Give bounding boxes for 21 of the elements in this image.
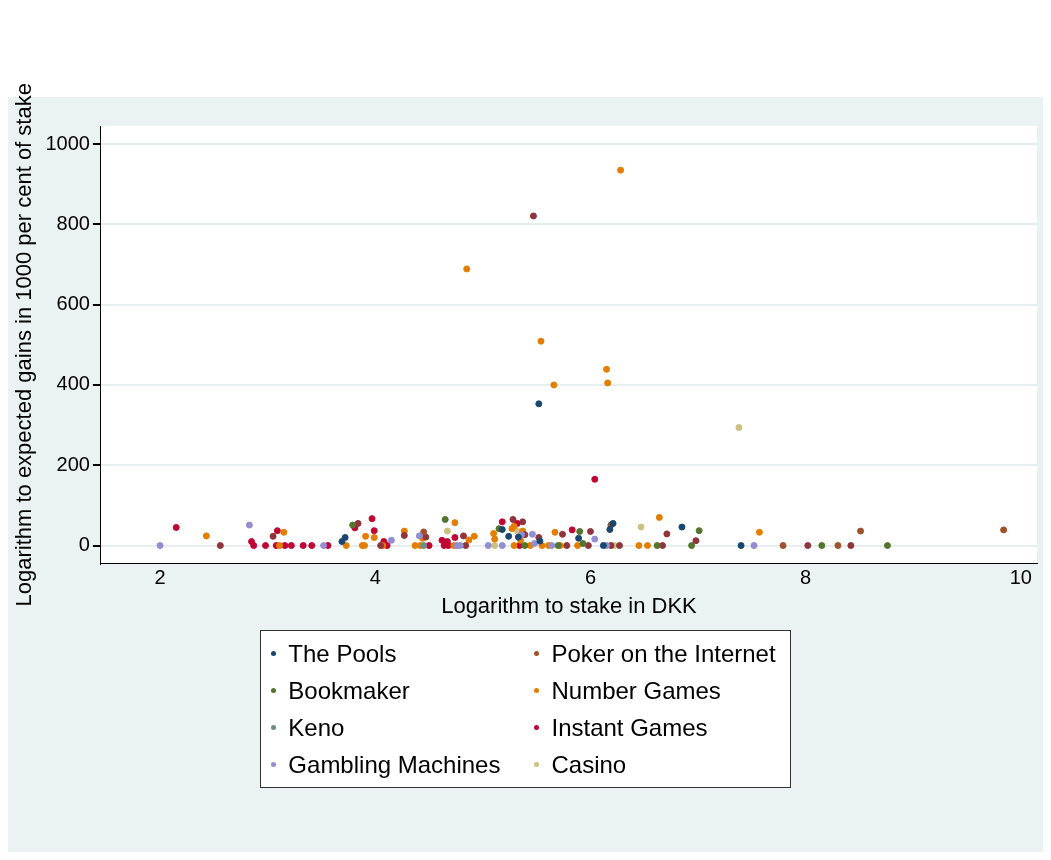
legend-label: Number Games: [551, 676, 721, 705]
x-axis-title: Logarithm to stake in DKK: [441, 592, 698, 618]
y-tick-label: 400: [56, 372, 90, 395]
x-tick-label: 10: [1009, 566, 1032, 589]
y-tick-label: 1000: [45, 131, 90, 154]
legend-label: Keno: [288, 713, 345, 742]
legend-label: The Pools: [288, 639, 397, 668]
legend-label: Instant Games: [551, 713, 708, 742]
x-tick-label: 4: [369, 566, 381, 589]
x-tick-label: 6: [584, 566, 597, 589]
legend-label: Casino: [551, 750, 627, 779]
y-axis-title: Logarithm to expected gains in 1000 per cent of stake: [11, 83, 37, 607]
legend-label: Bookmaker: [288, 676, 410, 705]
legend-label: Poker on the Internet: [551, 639, 776, 668]
y-tick-label: 200: [56, 452, 90, 475]
x-tick-label: 8: [800, 566, 812, 589]
legend-label: Gambling Machines: [288, 750, 501, 779]
y-tick-label: 600: [56, 292, 90, 315]
y-tick-label: 800: [56, 211, 90, 234]
y-tick-label: 0: [78, 533, 90, 556]
x-tick-label: 2: [154, 566, 166, 589]
